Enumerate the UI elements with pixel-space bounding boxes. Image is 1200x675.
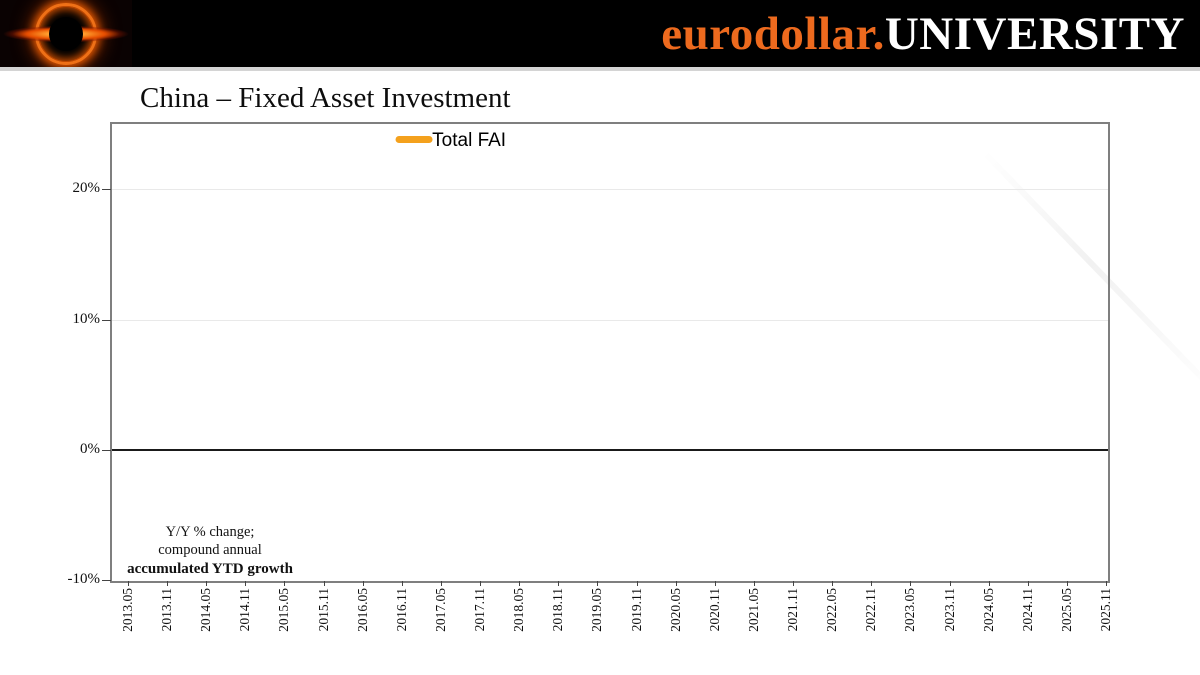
x-tick-mark <box>637 581 638 586</box>
y-tick-mark <box>102 580 111 581</box>
x-tick-mark <box>989 581 990 586</box>
annotation-line-3: accumulated YTD growth <box>127 560 293 577</box>
x-tick-mark <box>245 581 246 586</box>
x-axis-labels: 2013.05 2013.11 2014.05 2014.11 2015.05 2015.… <box>112 588 1113 668</box>
chart-plot-area: Total FAI Y/Y % change; compound annual … <box>68 122 1110 587</box>
x-tick-mark <box>558 581 559 586</box>
brand-wordmark: eurodollar.UNIVERSITY <box>661 0 1185 67</box>
x-tick-mark <box>128 581 129 586</box>
x-tick-mark <box>324 581 325 586</box>
y-tick-mark <box>102 320 111 321</box>
x-tick-mark <box>1067 581 1068 586</box>
x-tick-label: 2016.11 <box>394 588 409 632</box>
x-tick-label: 2017.05 <box>433 588 448 632</box>
x-tick-label: 2023.11 <box>942 588 957 632</box>
x-tick-mark <box>519 581 520 586</box>
black-hole-shadow <box>49 16 83 51</box>
x-tick-mark <box>597 581 598 586</box>
x-tick-mark <box>206 581 207 586</box>
annotation-line-1: Y/Y % change; <box>165 523 255 540</box>
header-bar: eurodollar.UNIVERSITY <box>0 0 1200 67</box>
x-tick-mark <box>1106 581 1107 586</box>
y-tick-mark <box>102 450 111 451</box>
x-tick-mark <box>1028 581 1029 586</box>
header-divider <box>0 67 1200 71</box>
y-gridline <box>112 320 1108 321</box>
x-tick-label: 2015.11 <box>316 588 331 632</box>
x-tick-mark <box>480 581 481 586</box>
axis-annotation: Y/Y % change; compound annual accumulate… <box>114 523 306 579</box>
chart-legend: Total FAI <box>395 130 506 152</box>
x-tick-label: 2019.11 <box>629 588 644 632</box>
x-tick-mark <box>950 581 951 586</box>
x-tick-label: 2024.11 <box>1020 588 1035 632</box>
x-tick-label: 2019.05 <box>589 588 604 632</box>
y-tick-mark <box>102 189 111 190</box>
black-hole-icon <box>0 0 132 67</box>
x-tick-mark <box>832 581 833 586</box>
y-tick-label: -10% <box>67 571 101 587</box>
x-tick-mark <box>871 581 872 586</box>
x-tick-label: 2022.11 <box>863 588 878 632</box>
x-tick-label: 2020.05 <box>668 588 683 632</box>
x-tick-label: 2025.05 <box>1059 588 1074 632</box>
x-tick-label: 2022.05 <box>824 588 839 632</box>
x-tick-label: 2021.05 <box>746 588 761 632</box>
x-tick-label: 2018.05 <box>511 588 526 632</box>
x-tick-label: 2024.05 <box>981 588 996 632</box>
x-tick-label: 2014.05 <box>198 588 213 632</box>
zero-line <box>112 449 1108 451</box>
x-tick-label: 2016.05 <box>355 588 370 632</box>
x-tick-mark <box>167 581 168 586</box>
legend-line-swatch <box>395 136 433 143</box>
x-tick-label: 2023.05 <box>902 588 917 632</box>
x-tick-mark <box>793 581 794 586</box>
x-tick-mark <box>676 581 677 586</box>
chart-title: China – Fixed Asset Investment <box>140 82 511 114</box>
x-tick-mark <box>284 581 285 586</box>
x-tick-mark <box>441 581 442 586</box>
y-gridline <box>112 189 1108 190</box>
x-tick-mark <box>715 581 716 586</box>
x-tick-label: 2018.11 <box>550 588 565 632</box>
brand-eurodollar: eurodollar. <box>661 8 885 60</box>
x-tick-label: 2017.11 <box>472 588 487 632</box>
x-tick-label: 2025.11 <box>1098 588 1113 632</box>
x-tick-label: 2015.05 <box>276 588 291 632</box>
x-tick-mark <box>363 581 364 586</box>
y-tick-label: 0% <box>80 441 100 457</box>
y-tick-label: 20% <box>72 180 101 196</box>
x-tick-label: 2013.05 <box>120 588 135 632</box>
x-tick-label: 2014.11 <box>237 588 252 632</box>
legend-label: Total FAI <box>432 130 507 151</box>
brand-university: UNIVERSITY <box>884 8 1185 60</box>
annotation-line-2: compound annual <box>158 542 262 558</box>
y-tick-label: 10% <box>72 311 101 327</box>
x-tick-label: 2020.11 <box>707 588 722 632</box>
x-tick-label: 2021.11 <box>785 588 800 632</box>
x-tick-label: 2013.11 <box>159 588 174 632</box>
x-tick-mark <box>402 581 403 586</box>
x-tick-mark <box>910 581 911 586</box>
x-tick-mark <box>754 581 755 586</box>
